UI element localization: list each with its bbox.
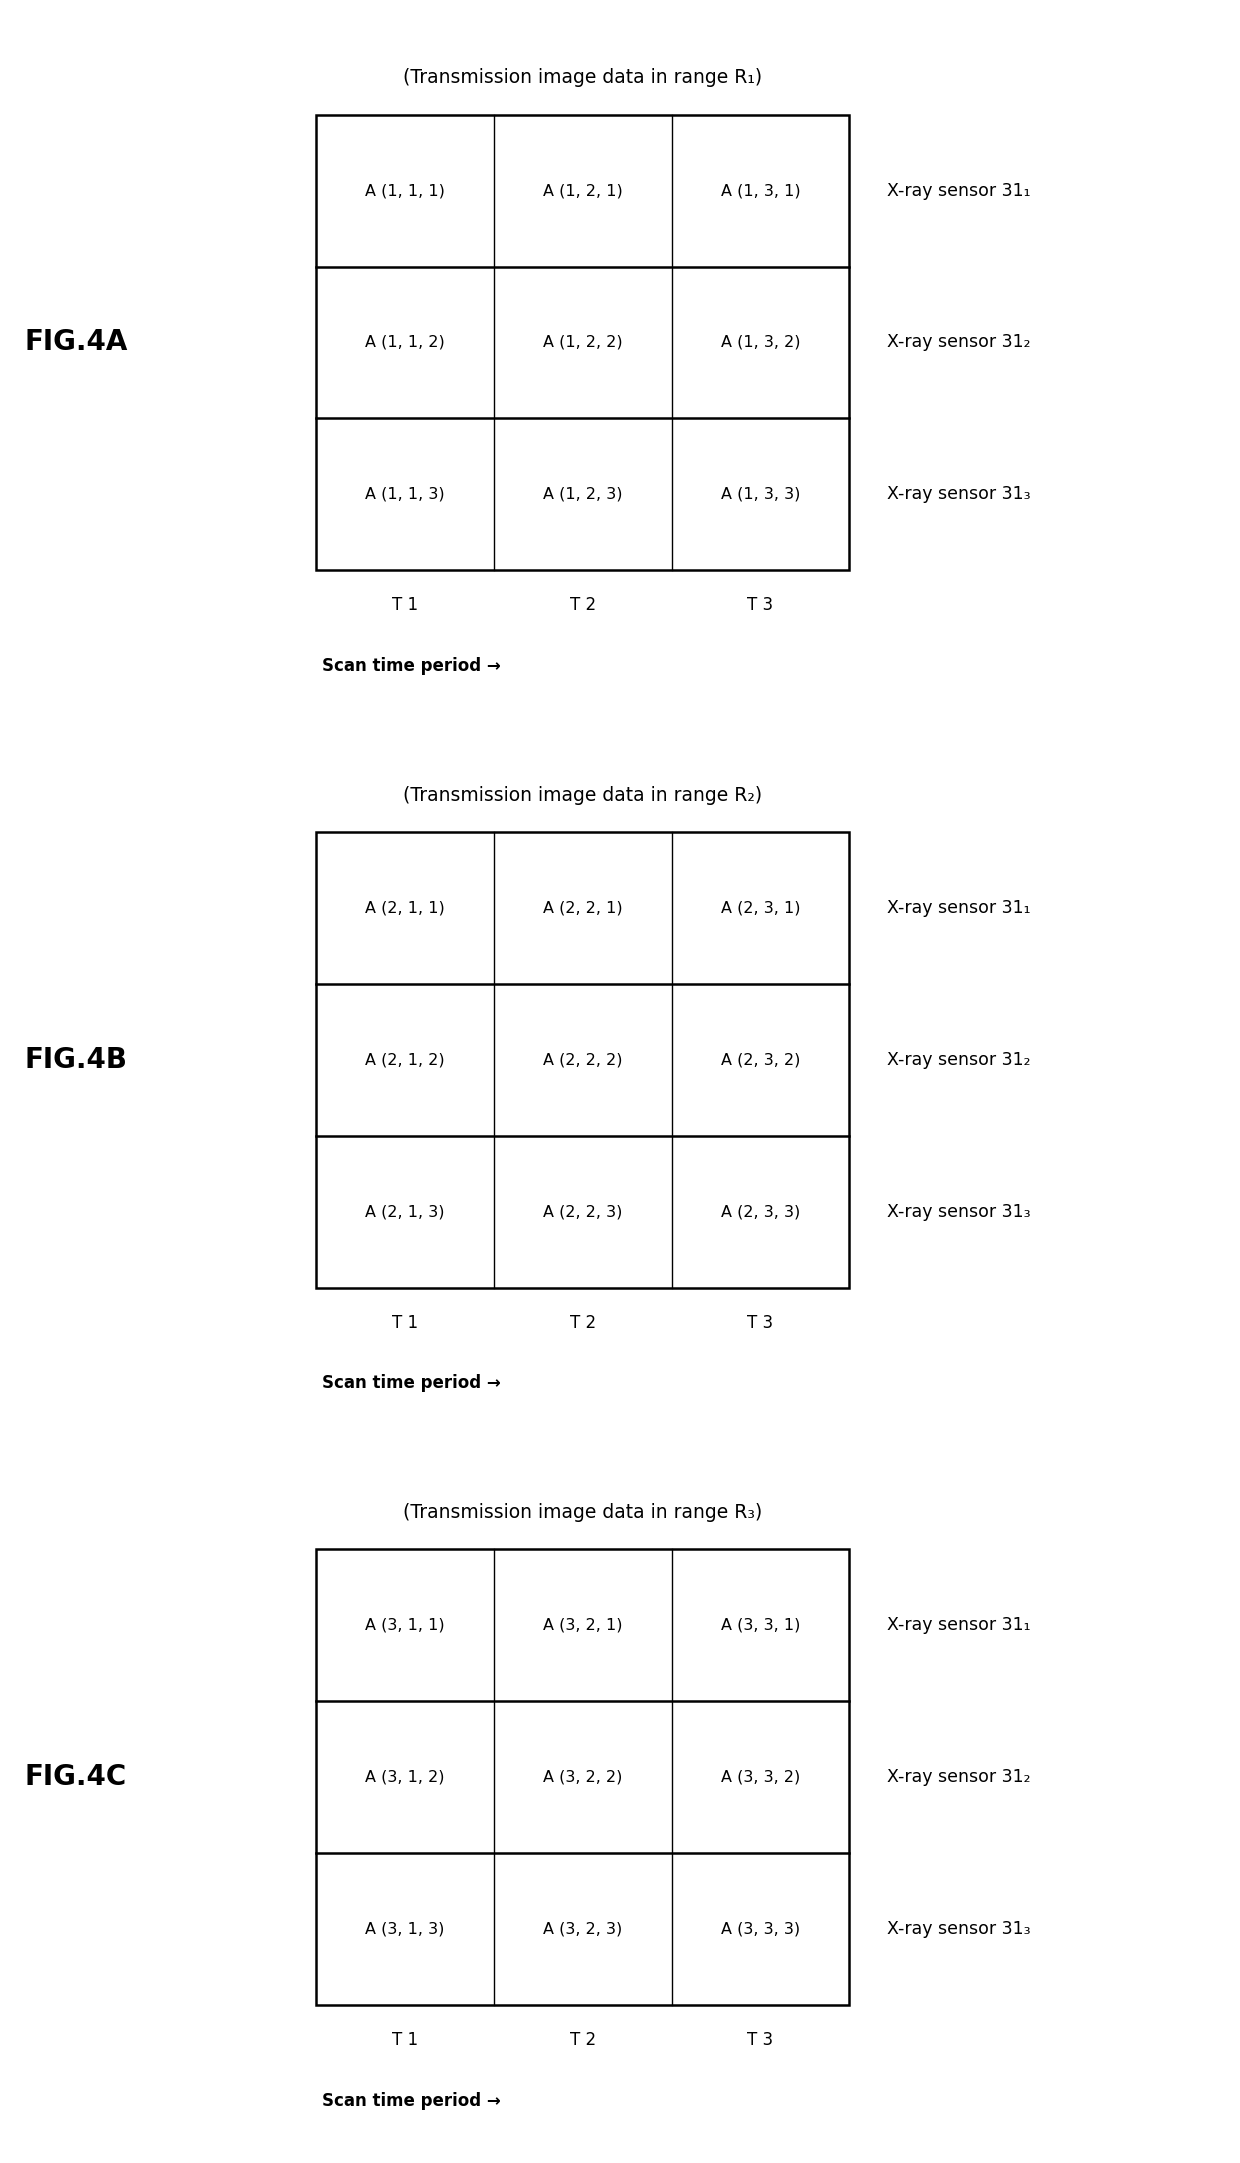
Text: A (1, 2, 1): A (1, 2, 1) xyxy=(543,184,622,199)
Text: A (2, 2, 1): A (2, 2, 1) xyxy=(543,900,622,915)
Text: X-ray sensor 31₃: X-ray sensor 31₃ xyxy=(887,1921,1030,1938)
Text: A (2, 1, 3): A (2, 1, 3) xyxy=(366,1205,445,1220)
Text: T 1: T 1 xyxy=(392,1313,418,1332)
Text: A (1, 1, 3): A (1, 1, 3) xyxy=(366,487,445,502)
Text: T 3: T 3 xyxy=(748,2031,774,2048)
Text: X-ray sensor 31₁: X-ray sensor 31₁ xyxy=(887,182,1030,199)
Text: A (1, 3, 1): A (1, 3, 1) xyxy=(720,184,800,199)
Text: A (3, 1, 2): A (3, 1, 2) xyxy=(366,1769,445,1784)
Text: A (2, 1, 1): A (2, 1, 1) xyxy=(366,900,445,915)
Text: A (1, 1, 2): A (1, 1, 2) xyxy=(366,335,445,350)
Text: A (1, 2, 2): A (1, 2, 2) xyxy=(543,335,622,350)
Text: FIG.4C: FIG.4C xyxy=(25,1763,126,1791)
Text: A (3, 1, 3): A (3, 1, 3) xyxy=(366,1921,445,1936)
Text: A (2, 1, 2): A (2, 1, 2) xyxy=(366,1053,445,1066)
Text: X-ray sensor 31₂: X-ray sensor 31₂ xyxy=(887,1769,1030,1787)
Text: X-ray sensor 31₂: X-ray sensor 31₂ xyxy=(887,333,1030,350)
Text: X-ray sensor 31₃: X-ray sensor 31₃ xyxy=(887,1203,1030,1220)
Text: A (1, 1, 1): A (1, 1, 1) xyxy=(365,184,445,199)
Text: (Transmission image data in range R₂): (Transmission image data in range R₂) xyxy=(403,785,763,805)
Text: T 1: T 1 xyxy=(392,2031,418,2048)
Bar xyxy=(316,1549,849,2005)
Text: A (3, 2, 1): A (3, 2, 1) xyxy=(543,1618,622,1633)
Text: FIG.4A: FIG.4A xyxy=(25,329,128,357)
Text: A (3, 2, 3): A (3, 2, 3) xyxy=(543,1921,622,1936)
Text: A (1, 3, 2): A (1, 3, 2) xyxy=(720,335,800,350)
Text: FIG.4B: FIG.4B xyxy=(25,1047,128,1073)
Bar xyxy=(316,833,849,1287)
Text: (Transmission image data in range R₃): (Transmission image data in range R₃) xyxy=(403,1503,763,1523)
Text: T 3: T 3 xyxy=(748,1313,774,1332)
Text: T 3: T 3 xyxy=(748,597,774,614)
Text: T 2: T 2 xyxy=(569,597,596,614)
Text: A (2, 3, 2): A (2, 3, 2) xyxy=(720,1053,800,1066)
Text: A (2, 3, 3): A (2, 3, 3) xyxy=(720,1205,800,1220)
Text: A (2, 2, 3): A (2, 2, 3) xyxy=(543,1205,622,1220)
Text: X-ray sensor 31₁: X-ray sensor 31₁ xyxy=(887,1616,1030,1635)
Text: T 1: T 1 xyxy=(392,597,418,614)
Text: A (3, 3, 3): A (3, 3, 3) xyxy=(720,1921,800,1936)
Text: A (2, 3, 1): A (2, 3, 1) xyxy=(720,900,800,915)
Text: A (1, 3, 3): A (1, 3, 3) xyxy=(720,487,800,502)
Text: T 2: T 2 xyxy=(569,2031,596,2048)
Text: (Transmission image data in range R₁): (Transmission image data in range R₁) xyxy=(403,69,763,87)
Text: X-ray sensor 31₁: X-ray sensor 31₁ xyxy=(887,900,1030,917)
Text: Scan time period →: Scan time period → xyxy=(322,2092,501,2109)
Text: A (3, 3, 1): A (3, 3, 1) xyxy=(720,1618,800,1633)
Text: A (2, 2, 2): A (2, 2, 2) xyxy=(543,1053,622,1066)
Text: X-ray sensor 31₂: X-ray sensor 31₂ xyxy=(887,1051,1030,1069)
Text: Scan time period →: Scan time period → xyxy=(322,1374,501,1393)
Text: Scan time period →: Scan time period → xyxy=(322,658,501,675)
Bar xyxy=(316,115,849,571)
Text: A (3, 3, 2): A (3, 3, 2) xyxy=(720,1769,800,1784)
Text: T 2: T 2 xyxy=(569,1313,596,1332)
Text: A (3, 1, 1): A (3, 1, 1) xyxy=(366,1618,445,1633)
Text: A (3, 2, 2): A (3, 2, 2) xyxy=(543,1769,622,1784)
Text: X-ray sensor 31₃: X-ray sensor 31₃ xyxy=(887,485,1030,504)
Text: A (1, 2, 3): A (1, 2, 3) xyxy=(543,487,622,502)
